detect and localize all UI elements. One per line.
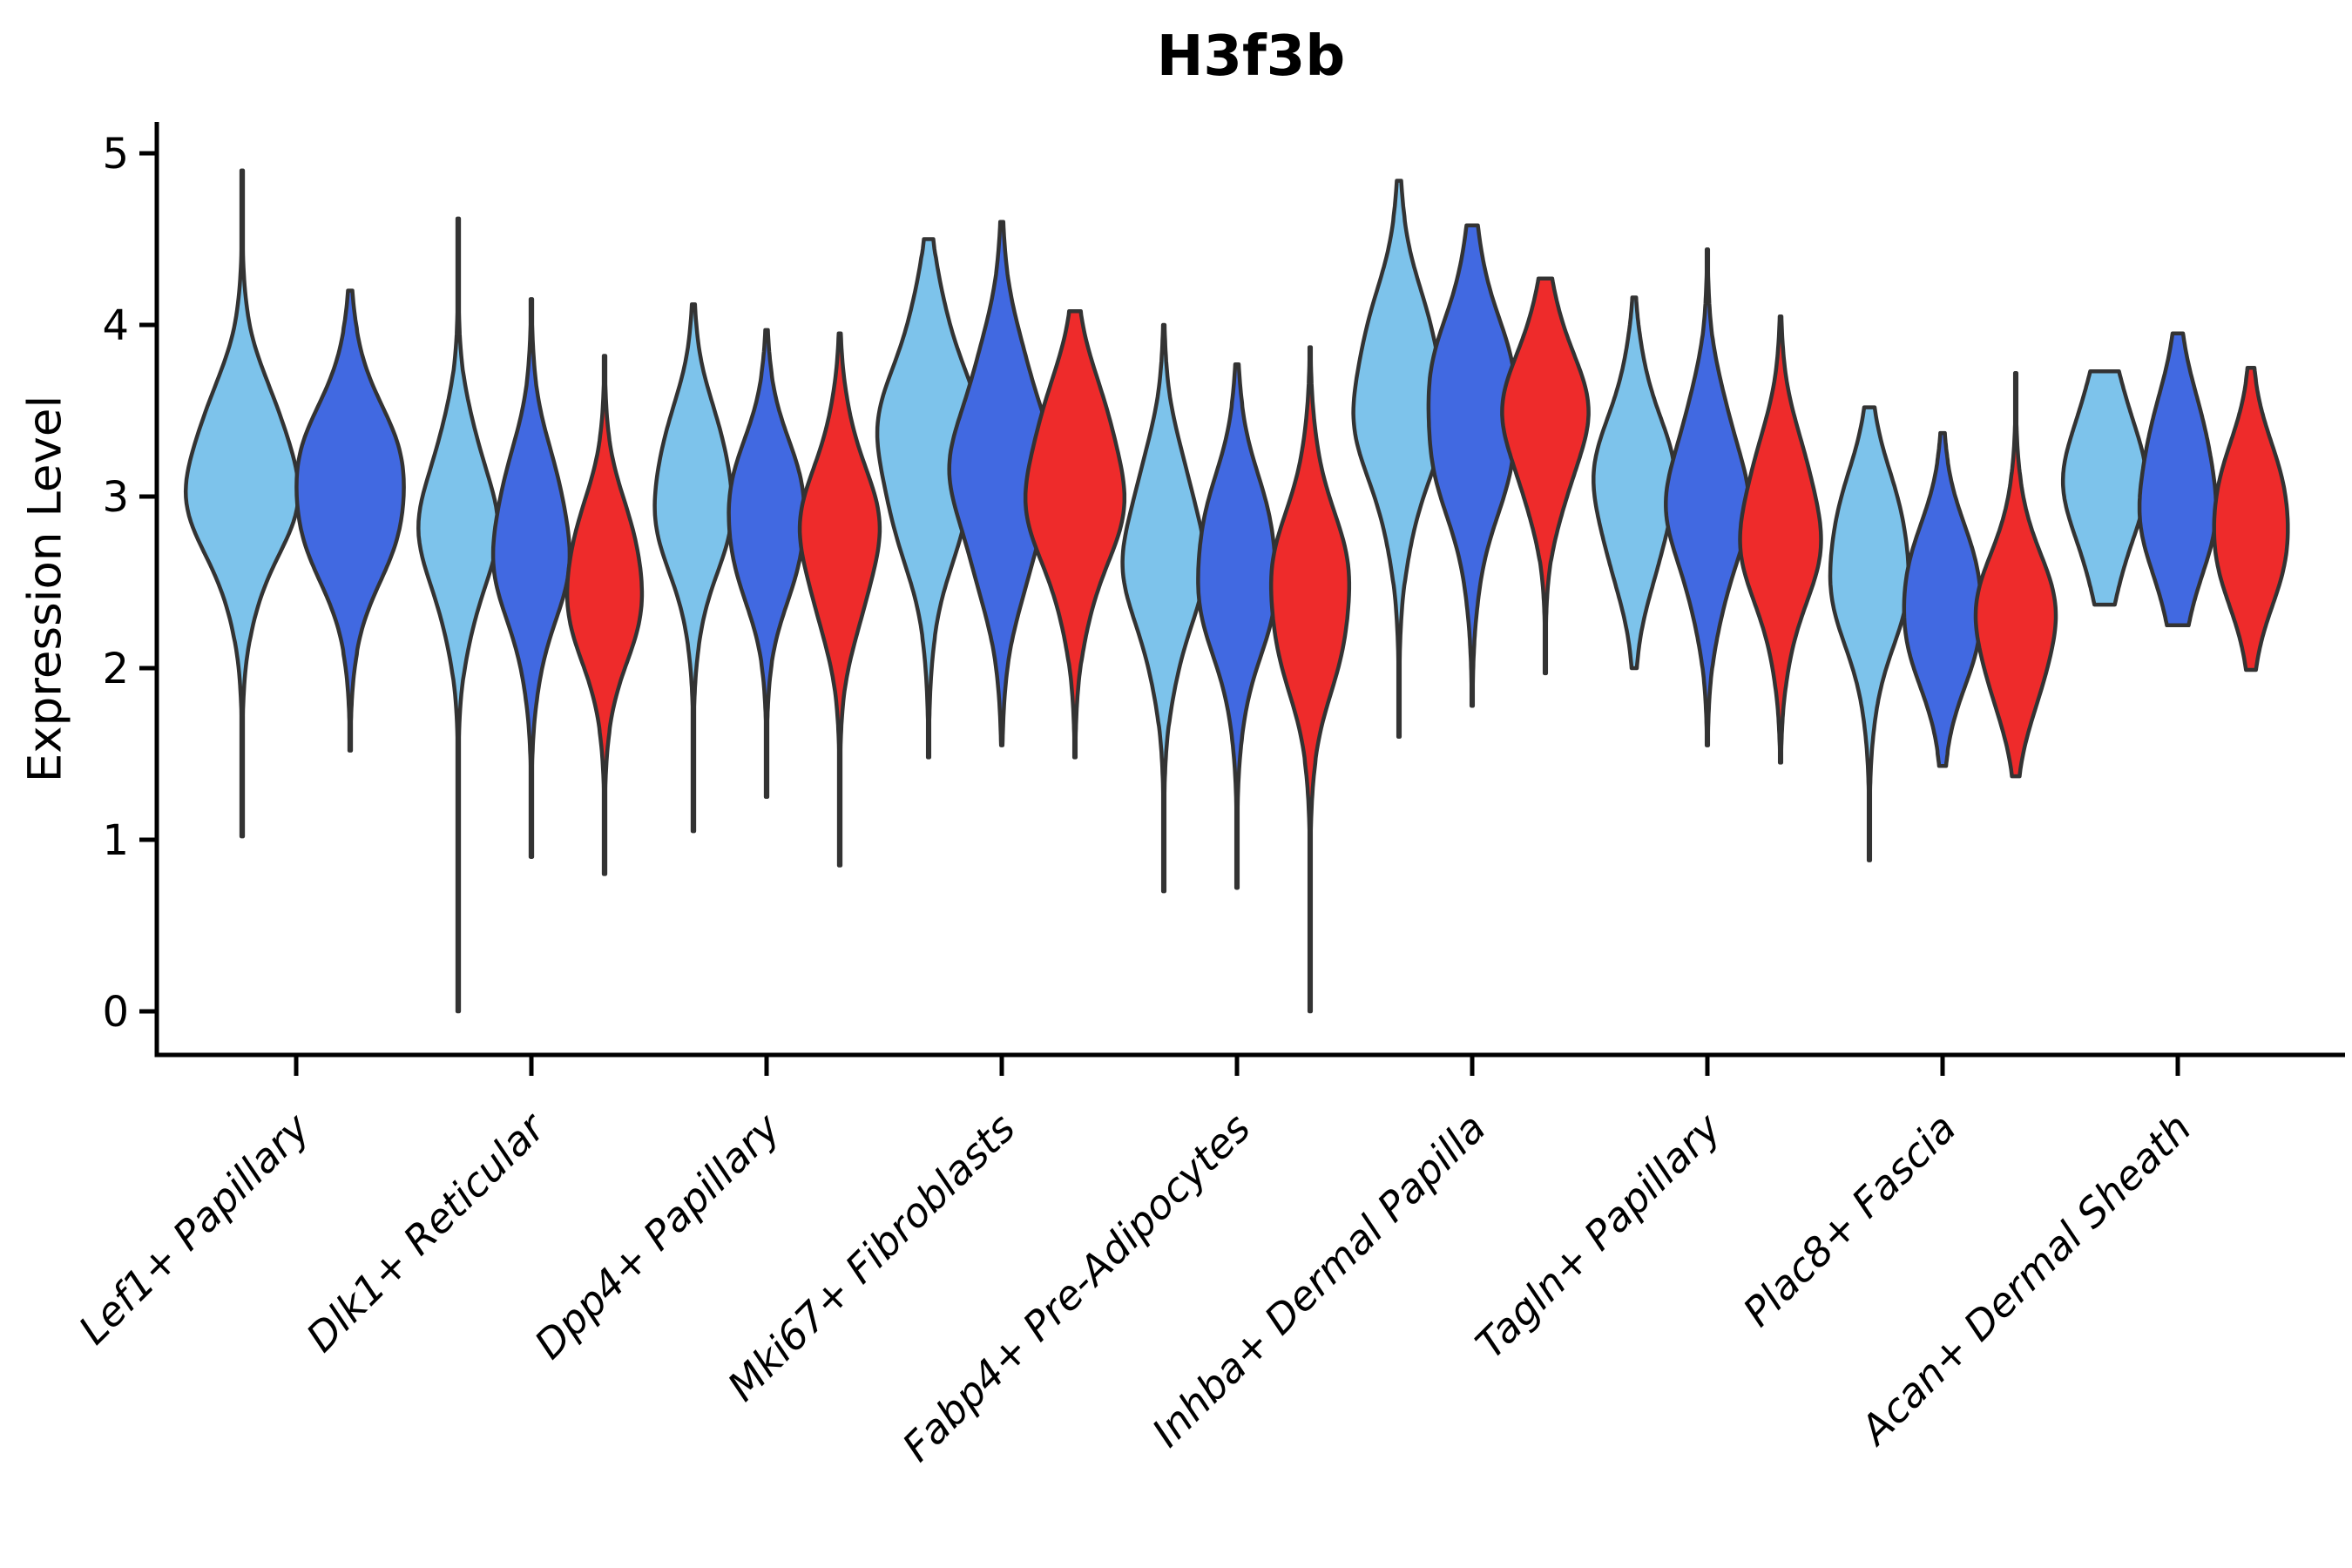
violin-shape <box>1738 314 1823 765</box>
violin-shape <box>1023 308 1127 760</box>
violin-shape <box>1426 223 1518 708</box>
violin-shape <box>1196 362 1278 890</box>
violin-shape <box>183 168 301 839</box>
violin-shape <box>416 216 500 1014</box>
y-tick-label: 0 <box>102 988 129 1037</box>
violin-shape <box>1664 247 1751 747</box>
violin-shape <box>1351 179 1447 740</box>
violin-shape <box>652 302 734 834</box>
violin-shape <box>490 297 572 859</box>
violin-shape <box>1828 405 1911 862</box>
violin-shape <box>1500 276 1591 676</box>
violin-shape <box>1973 370 2058 779</box>
x-category-label: Dpp4+ Papillary <box>525 1104 789 1368</box>
violin-shape <box>1902 430 1984 768</box>
violin-shape <box>875 237 983 760</box>
violin-shape <box>1120 322 1207 894</box>
y-tick-label: 4 <box>102 301 129 350</box>
violin-shape <box>727 328 807 800</box>
y-tick-label: 3 <box>102 473 129 522</box>
violin-shape <box>294 288 406 753</box>
y-tick-label: 5 <box>102 130 129 179</box>
x-category-label: Tagln+ Papillary <box>1466 1104 1730 1368</box>
x-category-label: Lef1+ Papillary <box>70 1104 319 1353</box>
violin-shape <box>2137 331 2219 628</box>
violin-shape <box>947 220 1057 747</box>
violin-shape <box>564 354 645 876</box>
violin-shape <box>1268 345 1352 1014</box>
violin-shape <box>2212 366 2290 672</box>
x-category-label: Dlk1+ Reticular <box>297 1102 556 1361</box>
y-tick-label: 1 <box>102 816 129 865</box>
y-tick-label: 2 <box>102 645 129 693</box>
violin-shape <box>1592 295 1677 671</box>
chart-title: H3f3b <box>1156 24 1346 89</box>
x-category-label: Plac8+ Fascia <box>1734 1105 1964 1335</box>
violin-shape <box>797 331 882 868</box>
violin-shape <box>2060 368 2149 607</box>
